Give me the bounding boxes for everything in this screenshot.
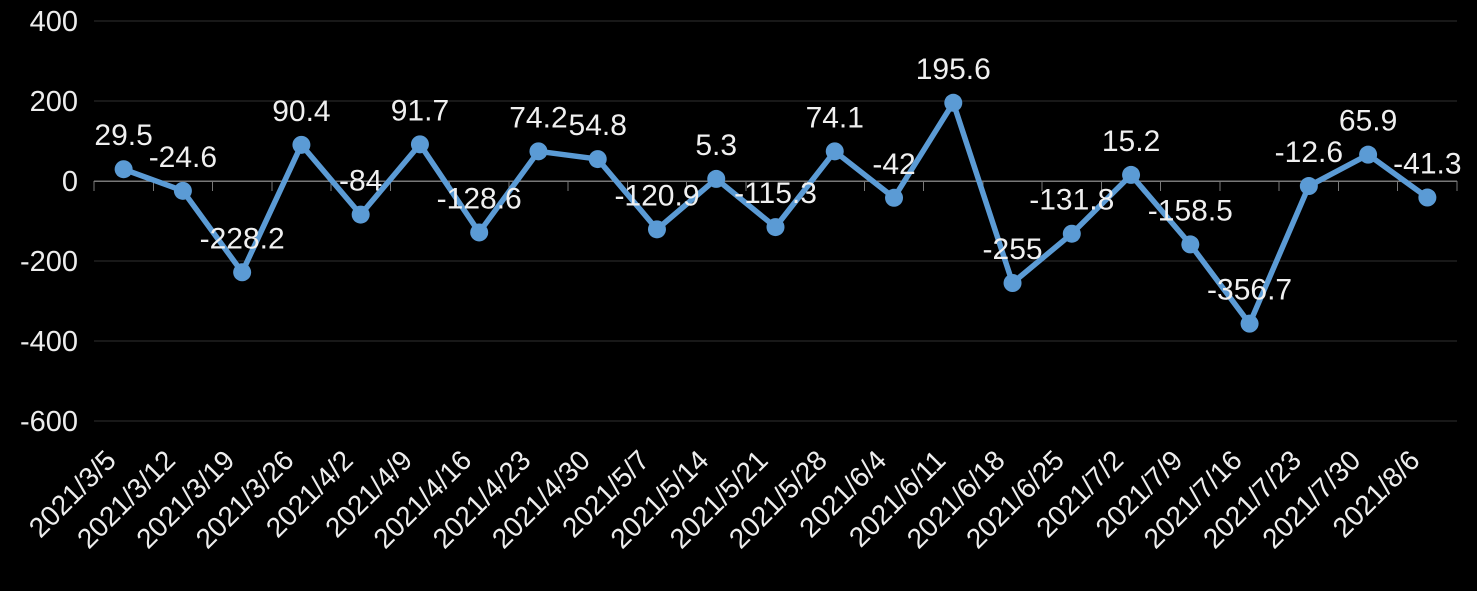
data-point-marker xyxy=(707,169,726,188)
data-label: -12.6 xyxy=(1275,136,1343,169)
data-point-marker xyxy=(1240,314,1259,333)
data-label: -41.3 xyxy=(1393,148,1461,181)
data-point-marker xyxy=(529,142,548,161)
data-point-marker xyxy=(1418,188,1437,207)
data-label: 15.2 xyxy=(1102,125,1160,158)
data-label: -128.6 xyxy=(437,182,522,215)
y-axis-label: -600 xyxy=(20,406,78,438)
gridlines-group xyxy=(94,20,1457,422)
data-label: -356.7 xyxy=(1207,274,1292,307)
data-label: 91.7 xyxy=(391,94,449,127)
data-label: -24.6 xyxy=(149,141,217,174)
y-axis-label: 0 xyxy=(62,166,78,198)
y-axis-label: 400 xyxy=(30,6,78,38)
data-point-marker xyxy=(1122,165,1141,184)
data-point-marker xyxy=(825,142,844,161)
x-axis-labels-group: 2021/3/52021/3/122021/3/192021/3/262021/… xyxy=(23,444,1426,554)
data-point-marker xyxy=(470,223,489,242)
data-point-marker xyxy=(885,188,904,207)
y-axis-label: -400 xyxy=(20,326,78,358)
y-axis-labels-group: 400 200 0 -200 -400 -600 xyxy=(20,6,78,438)
data-point-marker xyxy=(351,205,370,224)
data-point-marker xyxy=(1062,224,1081,243)
data-point-marker xyxy=(647,220,666,239)
y-axis-label: 200 xyxy=(30,86,78,118)
data-point-marker xyxy=(233,263,252,282)
data-point-marker xyxy=(292,135,311,154)
data-point-marker xyxy=(1359,145,1378,164)
data-point-marker xyxy=(410,135,429,154)
data-point-marker xyxy=(114,160,133,179)
data-point-marker xyxy=(1003,274,1022,292)
data-label: 65.9 xyxy=(1339,105,1397,138)
data-label: -115.3 xyxy=(734,177,817,210)
data-label: -158.5 xyxy=(1148,194,1233,227)
data-labels-group: 29.5-24.6 -228.2 90.4 -84 91.7 -128.6 74.2 54.8… xyxy=(94,53,1461,307)
data-label: -120.9 xyxy=(614,179,699,212)
data-label: -131.8 xyxy=(1029,184,1114,217)
data-label: 5.3 xyxy=(695,129,737,162)
data-label: -228.2 xyxy=(200,222,285,255)
data-point-marker xyxy=(944,93,963,112)
data-point-marker xyxy=(766,218,785,237)
data-point-marker xyxy=(1181,235,1200,254)
data-point-marker xyxy=(588,150,607,169)
data-label: 74.1 xyxy=(806,101,864,134)
data-label: 29.5 xyxy=(94,119,152,152)
data-point-marker xyxy=(173,181,192,200)
data-label: 74.2 xyxy=(509,101,567,134)
data-label: -255 xyxy=(983,233,1043,266)
data-label: 195.6 xyxy=(916,53,991,86)
data-label: -84 xyxy=(339,165,382,198)
data-label: -42 xyxy=(872,148,915,181)
data-label: 90.4 xyxy=(272,95,330,128)
markers-group xyxy=(114,93,1437,333)
y-axis-label: -200 xyxy=(20,246,78,278)
data-point-marker xyxy=(1299,177,1318,196)
data-label: 54.8 xyxy=(569,109,627,142)
